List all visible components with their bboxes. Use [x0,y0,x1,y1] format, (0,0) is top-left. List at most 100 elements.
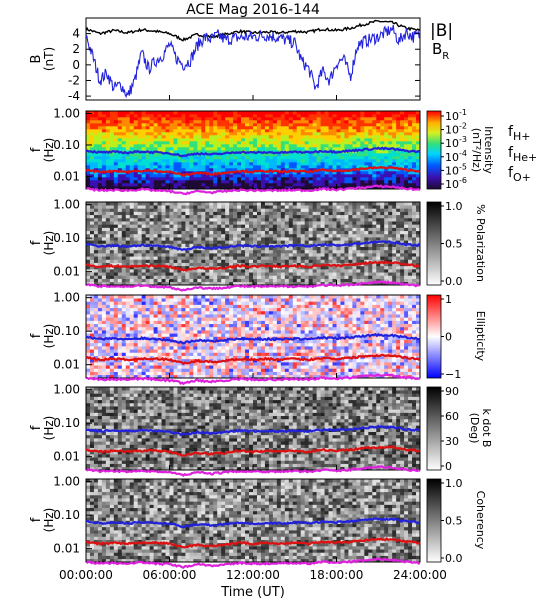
spectrogram-cell [288,144,294,148]
spectrogram-cell [109,298,115,302]
spectrogram-cell [332,165,337,169]
spectrogram-cell [288,180,294,184]
spectrogram-cell [117,221,123,225]
spectrogram-cell [133,162,138,166]
spectrogram-cell [292,217,298,222]
spectrogram-cell [141,168,146,172]
spectrogram-cell [241,259,246,263]
spectrogram-cell [356,278,361,283]
spectrogram-cell [193,262,198,267]
spectrogram-cell [201,237,206,241]
spectrogram-cell [292,227,298,232]
spectrogram-cell [181,123,186,127]
spectrogram-cell [217,224,222,228]
spectrogram-cell [412,159,417,163]
spectrogram-cell [264,208,270,212]
spectrogram-cell [332,233,337,238]
spectrogram-cell [245,233,250,238]
spectrogram-cell [352,156,357,160]
spectrogram-cell [241,227,246,232]
spectrogram-cell [253,240,258,244]
spectrogram-cell [328,246,333,251]
spectrogram-cell [105,132,111,136]
spectrogram-cell [213,162,218,166]
spectrogram-cell [113,183,119,187]
spectrogram-cell [348,214,353,219]
spectrogram-cell [205,275,210,279]
spectrogram-cell [328,278,333,283]
spectrogram-cell [133,246,138,251]
spectrogram-cell [149,240,154,244]
spectrogram-cell [384,221,389,225]
spectrogram-cell [117,147,123,151]
spectrogram-cell [209,126,214,130]
spectrogram-cell [352,153,357,157]
spectrogram-cell [157,217,162,222]
spectrogram-cell [93,165,99,169]
spectrogram-cell [229,230,234,235]
spectrogram-cell [205,123,210,127]
spectrogram-cell [280,129,286,133]
spectrogram-cell [217,208,222,212]
spectrogram-cell [348,111,353,115]
spectrogram-cell [416,265,421,270]
spectrogram-cell [245,230,250,235]
spectrogram-cell [245,153,250,157]
spectrogram-cell [392,159,397,163]
spectrogram-cell [173,227,178,232]
spectrogram-cell [412,126,417,130]
spectrogram-cell [300,253,305,257]
spectrogram-cell [209,278,214,283]
spectrogram-cell [209,211,214,216]
spectrogram-cell [416,165,421,169]
spectrogram-cell [185,165,190,169]
spectrogram-cell [396,123,401,127]
spectrogram-cell [161,307,166,312]
spectrogram-cell [117,138,123,142]
spectrogram-cell [336,230,341,235]
spectrogram-cell [249,275,254,279]
spectrogram-cell [109,230,115,235]
spectrogram-cell [153,333,158,337]
spectrogram-cell [249,177,254,181]
spectrogram-cell [217,159,222,163]
spectrogram-cell [320,269,325,273]
spectrogram-cell [400,208,405,212]
spectrogram-cell [229,253,234,257]
spectrogram-cell [284,224,290,228]
spectrogram-cell [129,144,135,148]
spectrogram-cell [340,208,345,212]
spectrogram-cell [308,168,313,172]
spectrogram-cell [376,114,381,118]
spectrogram-cell [320,253,325,257]
spectrogram-cell [89,346,95,350]
spectrogram-cell [173,221,178,225]
spectrogram-cell [416,214,421,219]
spectrogram-cell [157,165,162,169]
spectrogram-cell [86,301,91,305]
spectrogram-cell [364,111,369,115]
spectrogram-cell [169,147,174,151]
spectrogram-cell [229,180,234,184]
spectrogram-cell [328,230,333,235]
spectrogram-cell [416,153,421,157]
spectrogram-cell [157,111,162,115]
spectrogram-cell [205,205,210,209]
spectrogram-cell [356,253,361,257]
spectrogram-cell [169,165,174,169]
spectrogram-cell [332,162,337,166]
spectrogram-cell [129,371,135,376]
spectrogram-cell [388,202,393,206]
spectrogram-cell [157,144,162,148]
spectrogram-cell [308,227,313,232]
spectrogram-cell [276,159,282,163]
spectrogram-cell [165,147,170,151]
spectrogram-cell [161,275,166,279]
spectrogram-cell [348,233,353,238]
spectrogram-cell [129,275,135,279]
spectrogram-cell [260,214,266,219]
spectrogram-cell [272,138,278,142]
spectrogram-cell [332,117,337,121]
spectrogram-cell [161,355,166,360]
spectrogram-cell [344,171,349,175]
